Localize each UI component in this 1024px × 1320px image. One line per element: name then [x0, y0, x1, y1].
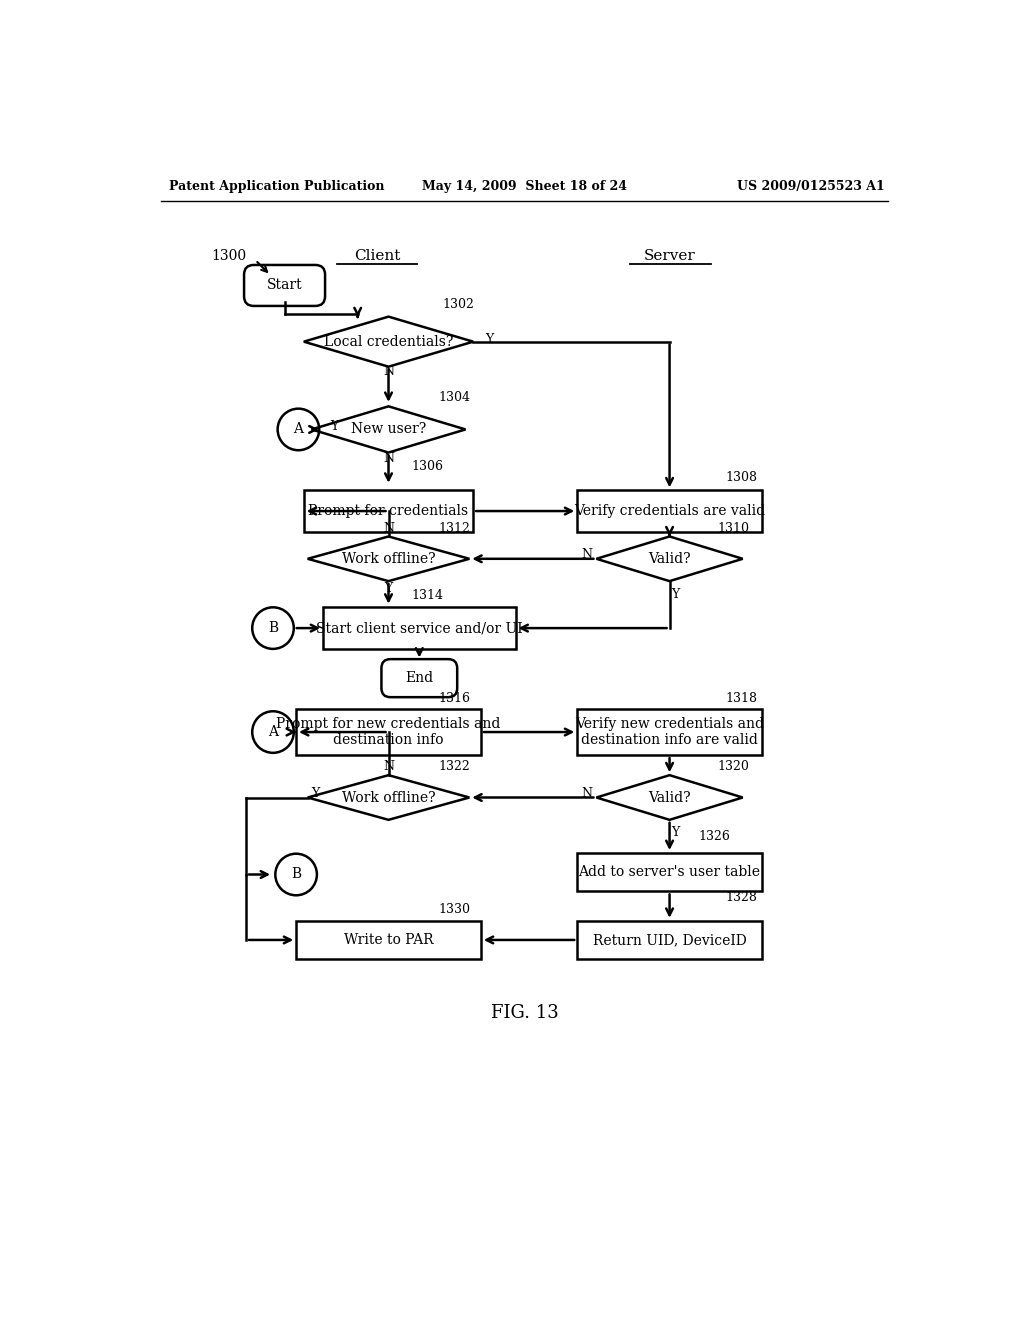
FancyBboxPatch shape	[578, 709, 762, 755]
Text: Y: Y	[384, 582, 392, 594]
Text: Start client service and/or UI: Start client service and/or UI	[316, 622, 522, 635]
Text: Prompt for credentials: Prompt for credentials	[308, 504, 469, 517]
FancyBboxPatch shape	[578, 853, 762, 891]
FancyBboxPatch shape	[296, 709, 481, 755]
FancyBboxPatch shape	[244, 265, 325, 306]
Text: Work offline?: Work offline?	[342, 552, 435, 566]
Text: 1318: 1318	[725, 693, 757, 705]
Text: N: N	[581, 787, 592, 800]
Text: US 2009/0125523 A1: US 2009/0125523 A1	[737, 181, 885, 194]
Text: 1304: 1304	[438, 391, 471, 404]
Text: Valid?: Valid?	[648, 791, 691, 804]
Text: Verify credentials are valid: Verify credentials are valid	[574, 504, 765, 517]
Text: Valid?: Valid?	[648, 552, 691, 566]
Text: B: B	[291, 867, 301, 882]
Text: Return UID, DeviceID: Return UID, DeviceID	[593, 933, 746, 946]
Text: 1312: 1312	[438, 521, 470, 535]
Text: 1306: 1306	[412, 459, 443, 473]
Text: 1302: 1302	[442, 298, 474, 312]
Text: N: N	[581, 548, 592, 561]
Text: 1322: 1322	[438, 760, 470, 774]
Text: Y: Y	[672, 587, 680, 601]
Text: N: N	[383, 453, 394, 465]
Text: 1310: 1310	[717, 521, 750, 535]
FancyBboxPatch shape	[578, 921, 762, 960]
Text: Server: Server	[644, 249, 695, 263]
FancyBboxPatch shape	[578, 490, 762, 532]
Text: Client: Client	[353, 249, 400, 263]
Text: 1320: 1320	[717, 760, 750, 774]
Text: Patent Application Publication: Patent Application Publication	[169, 181, 385, 194]
Text: Work offline?: Work offline?	[342, 791, 435, 804]
Text: A: A	[268, 725, 278, 739]
Text: Y: Y	[330, 420, 339, 433]
Text: Y: Y	[311, 787, 319, 800]
Text: Y: Y	[672, 825, 680, 838]
Text: 1300: 1300	[212, 249, 247, 263]
Text: 1314: 1314	[412, 589, 443, 602]
Text: 1308: 1308	[725, 471, 757, 484]
FancyBboxPatch shape	[304, 490, 473, 532]
Text: A: A	[294, 422, 303, 437]
Text: Local credentials?: Local credentials?	[324, 335, 454, 348]
Text: 1326: 1326	[698, 829, 731, 842]
Text: N: N	[383, 366, 394, 379]
Text: Prompt for new credentials and
destination info: Prompt for new credentials and destinati…	[276, 717, 501, 747]
Text: Add to server's user table: Add to server's user table	[579, 865, 761, 879]
FancyBboxPatch shape	[323, 607, 515, 649]
Text: End: End	[406, 671, 433, 685]
Text: New user?: New user?	[351, 422, 426, 437]
Text: Write to PAR: Write to PAR	[344, 933, 433, 946]
Text: 1316: 1316	[438, 693, 471, 705]
Text: 1330: 1330	[438, 903, 471, 916]
FancyBboxPatch shape	[381, 659, 457, 697]
Text: Verify new credentials and
destination info are valid: Verify new credentials and destination i…	[575, 717, 764, 747]
Text: Start: Start	[266, 279, 302, 293]
Text: N: N	[383, 521, 394, 535]
Text: 1328: 1328	[725, 891, 757, 904]
Text: N: N	[383, 760, 394, 774]
Text: B: B	[268, 622, 279, 635]
Text: Y: Y	[484, 333, 493, 346]
FancyBboxPatch shape	[296, 921, 481, 960]
Text: May 14, 2009  Sheet 18 of 24: May 14, 2009 Sheet 18 of 24	[422, 181, 628, 194]
Text: FIG. 13: FIG. 13	[490, 1005, 559, 1022]
